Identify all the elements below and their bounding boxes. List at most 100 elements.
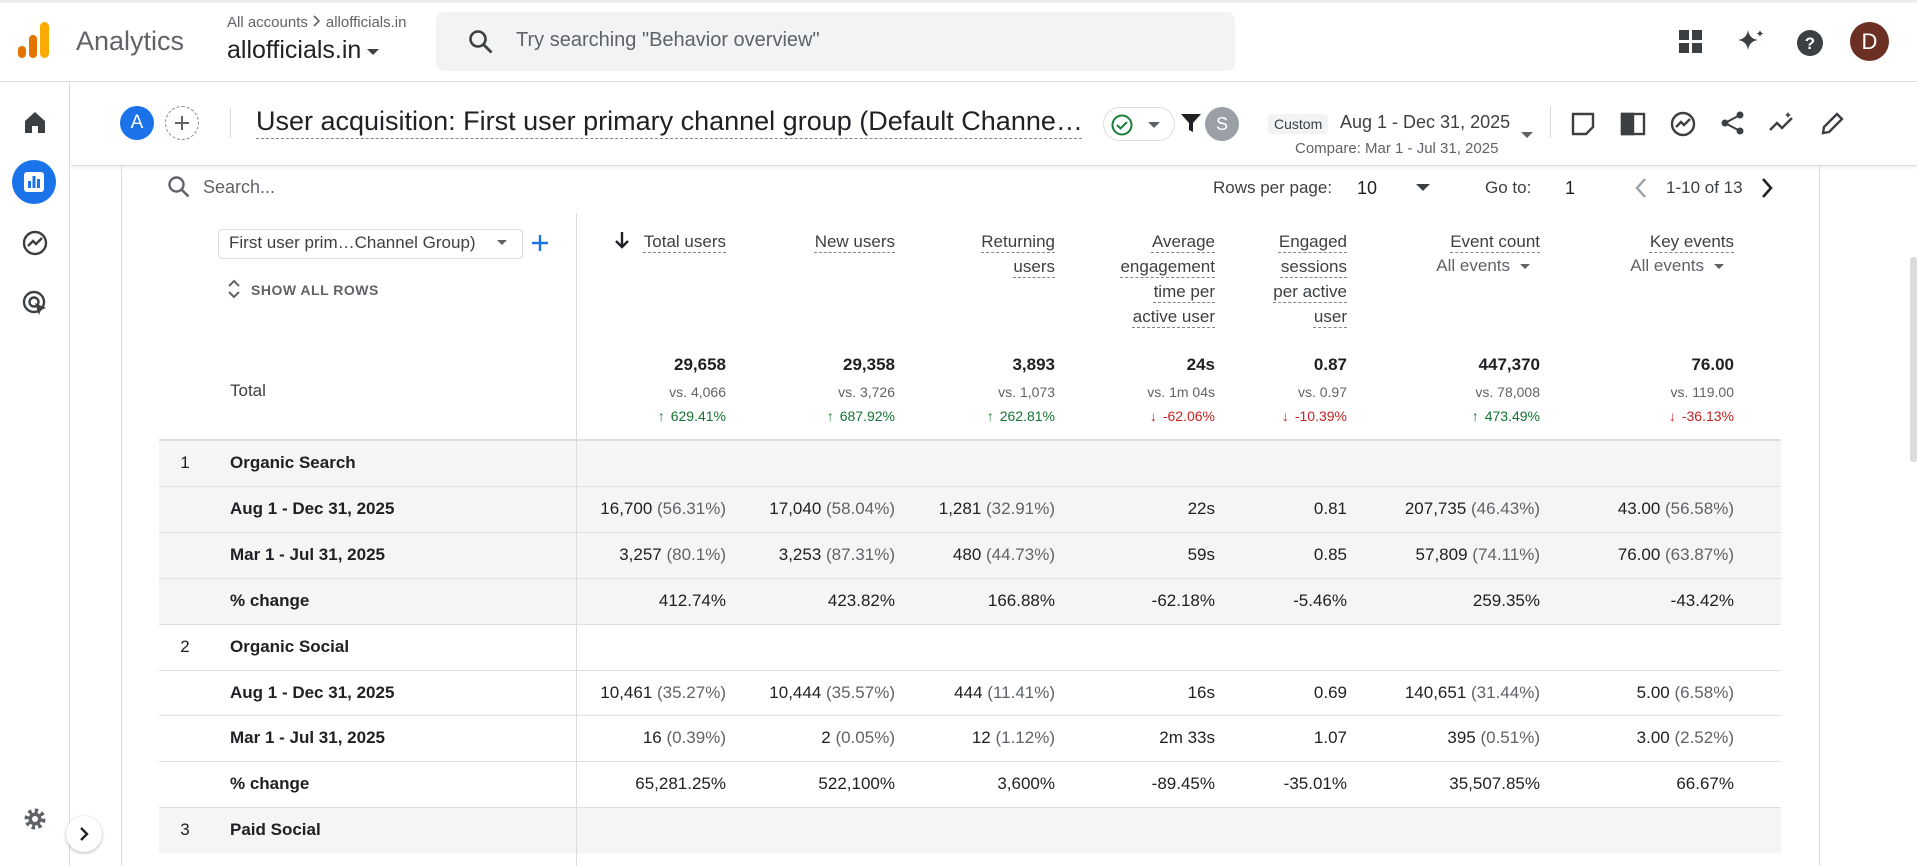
breadcrumb-account[interactable]: allofficials.in xyxy=(325,14,407,31)
row-dimension[interactable]: Organic Search xyxy=(230,453,356,472)
sort-arrow[interactable] xyxy=(614,230,630,250)
row-dimension[interactable]: Paid Social xyxy=(230,820,321,840)
segment-badge[interactable]: S xyxy=(1205,107,1239,141)
table-cell: 259.35% xyxy=(1300,578,1540,624)
cell-value: 16 xyxy=(642,728,662,748)
date-caret[interactable] xyxy=(1520,130,1534,140)
total-change: ↓ -62.06% xyxy=(1015,408,1215,424)
dimension-picker[interactable] xyxy=(218,229,523,259)
filter-icon[interactable] xyxy=(1180,112,1202,134)
column-label[interactable]: Event count xyxy=(1450,232,1540,251)
table-cell: 3,253 (87.31%) xyxy=(655,532,895,578)
table-cell: 0.69 xyxy=(1107,670,1347,716)
home-icon[interactable] xyxy=(22,110,48,134)
gemini-icon[interactable] xyxy=(1736,28,1766,58)
edit-icon[interactable] xyxy=(1820,110,1846,136)
sidebar xyxy=(0,82,70,866)
table-cell: 395 (0.51%) xyxy=(1300,715,1540,761)
rows-per-page[interactable]: 10 xyxy=(1357,178,1378,198)
dimension-label[interactable]: First user prim…Channel Group) xyxy=(229,233,476,252)
table-cell: 140,651 (31.44%) xyxy=(1300,670,1540,716)
compare-icon[interactable] xyxy=(1620,111,1646,137)
share-icon[interactable] xyxy=(1720,110,1746,136)
divider xyxy=(1550,106,1551,138)
cell-share: (32.91%) xyxy=(986,498,1055,518)
property-picker[interactable]: allofficials.in xyxy=(227,36,383,65)
insights-icon[interactable] xyxy=(1670,111,1696,137)
cell-value: 17,040 xyxy=(769,498,822,518)
date-range[interactable]: Aug 1 - Dec 31, 2025 xyxy=(1340,112,1511,132)
cell-share: (1.12%) xyxy=(995,728,1055,748)
total-change: ↑ 629.41% xyxy=(526,408,726,424)
caret xyxy=(1148,122,1160,128)
table-cell: 57,809 (74.11%) xyxy=(1300,532,1540,578)
search-placeholder[interactable]: Try searching "Behavior overview" xyxy=(516,29,820,51)
add-dimension[interactable] xyxy=(531,234,549,252)
cell-value: -43.42% xyxy=(1670,590,1734,610)
expand-button[interactable] xyxy=(66,816,102,852)
cell-share: (63.87%) xyxy=(1665,544,1734,564)
settings-icon[interactable] xyxy=(22,806,48,832)
apps-icon[interactable] xyxy=(1679,30,1703,54)
table-cell: 0.85 xyxy=(1107,532,1347,578)
column-label[interactable]: Key events xyxy=(1649,232,1734,251)
next-page[interactable] xyxy=(1760,177,1774,199)
goto-input[interactable]: 1 xyxy=(1565,178,1576,198)
event-filter[interactable]: All events xyxy=(1360,256,1530,276)
cell-value: 140,651 xyxy=(1404,682,1467,702)
reports-icon[interactable] xyxy=(23,171,45,193)
total-compare: vs. 119.00 xyxy=(1670,384,1734,400)
row-index: 2 xyxy=(180,636,190,656)
rows-per-page-caret[interactable] xyxy=(1415,183,1431,193)
column-label[interactable]: Total users xyxy=(643,232,726,251)
column-divider xyxy=(576,213,577,866)
header-border xyxy=(159,439,1781,440)
cell-value: 35,507.85% xyxy=(1449,774,1540,794)
comparison-badge[interactable]: A xyxy=(120,106,154,140)
column-label[interactable]: Engaged sessions per active user xyxy=(1273,232,1347,326)
insights-note-icon[interactable] xyxy=(1570,111,1596,137)
cell-value: 3,600% xyxy=(997,774,1055,794)
cell-value: 1.07 xyxy=(1313,728,1347,748)
help-icon[interactable]: ? xyxy=(1796,29,1824,57)
explore-icon[interactable] xyxy=(22,230,48,256)
date-chip[interactable]: Custom xyxy=(1268,114,1329,134)
table-cell: 43.00 (56.58%) xyxy=(1494,486,1734,532)
table-cell: 5.00 (6.58%) xyxy=(1494,670,1734,716)
add-comparison[interactable] xyxy=(165,106,199,140)
cell-share: (46.43%) xyxy=(1471,498,1540,518)
avatar[interactable]: D xyxy=(1850,22,1889,61)
breadcrumb-root[interactable]: All accounts xyxy=(227,14,308,31)
table-search[interactable]: Search... xyxy=(203,177,276,197)
table-row xyxy=(159,485,1781,532)
column-label[interactable]: Returning users xyxy=(981,232,1055,276)
row-period: % change xyxy=(230,774,310,794)
search-box[interactable] xyxy=(436,12,1235,71)
total-change: ↓ -10.39% xyxy=(1147,408,1347,424)
column-label[interactable]: Average engagement time per active user xyxy=(1120,232,1215,326)
prev-page[interactable] xyxy=(1634,177,1648,199)
row-dimension[interactable]: Organic Social xyxy=(230,636,350,656)
rows-per-page-label: Rows per page: xyxy=(1213,178,1333,197)
cell-value: 22s xyxy=(1187,498,1215,518)
cell-value: 207,735 xyxy=(1404,498,1467,518)
compare-range[interactable]: Compare: Mar 1 - Jul 31, 2025 xyxy=(1295,140,1499,157)
advertising-icon[interactable] xyxy=(22,290,50,318)
cell-share: (87.31%) xyxy=(826,544,895,564)
scrollbar-thumb[interactable] xyxy=(1910,257,1917,462)
table-cell: 1,281 (32.91%) xyxy=(815,486,1055,532)
trend-icon[interactable] xyxy=(1768,110,1796,136)
show-all-rows[interactable]: SHOW ALL ROWS xyxy=(251,282,379,298)
status-pill[interactable] xyxy=(1103,107,1175,141)
cell-value: 5.00 xyxy=(1636,682,1670,702)
breadcrumb[interactable]: All accounts allofficials.in xyxy=(227,14,406,31)
report-title[interactable]: User acquisition: First user primary cha… xyxy=(256,106,1083,136)
property-name[interactable]: allofficials.in xyxy=(227,36,362,64)
chevron xyxy=(313,15,321,27)
total-change: ↑ 262.81% xyxy=(855,408,1055,424)
event-filter[interactable]: All events xyxy=(1554,256,1724,276)
cell-value: 0.69 xyxy=(1313,682,1347,702)
cell-value: 522,100% xyxy=(818,774,895,794)
column-label[interactable]: New users xyxy=(814,232,895,251)
cell-value: 10,461 xyxy=(600,682,653,702)
